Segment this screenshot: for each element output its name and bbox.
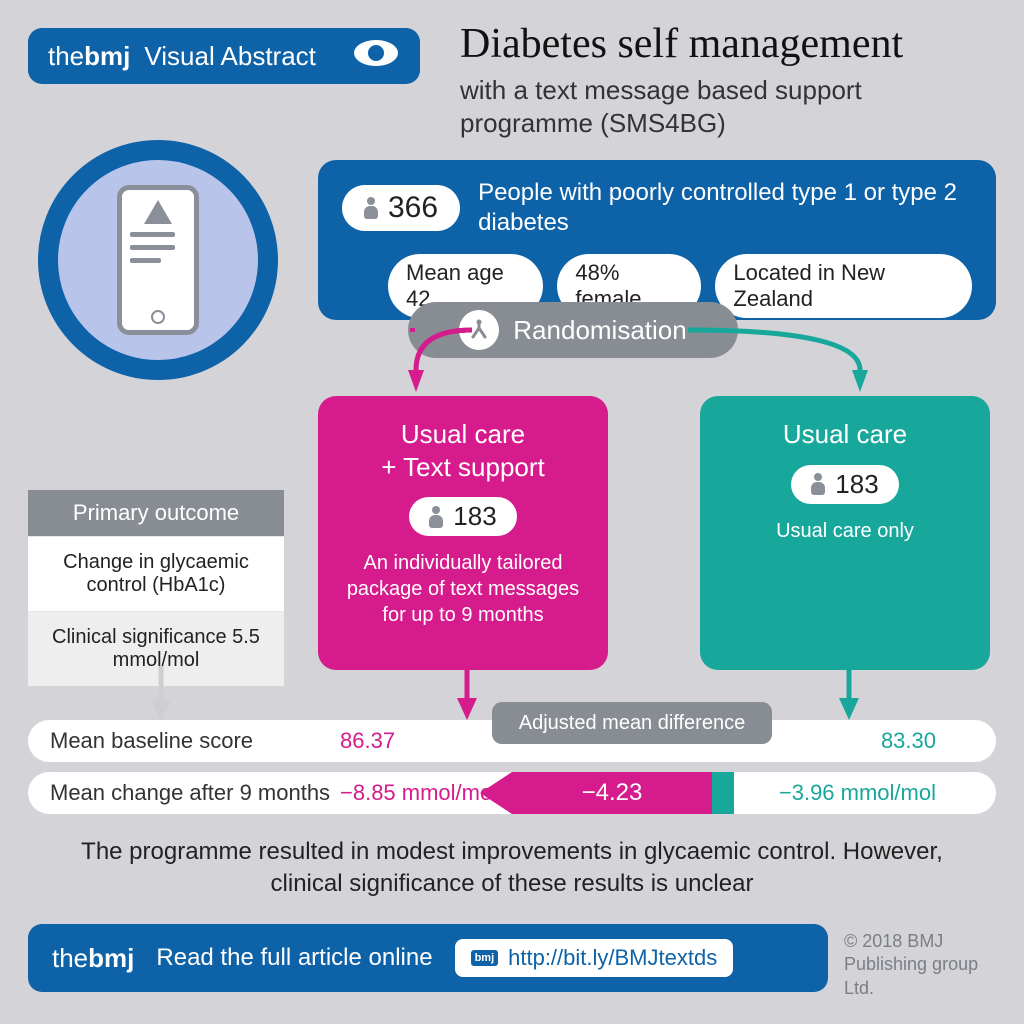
adjusted-mean-diff-label: Adjusted mean difference bbox=[492, 702, 772, 744]
arm-desc: Usual care only bbox=[720, 518, 970, 544]
arm-n: 183 bbox=[453, 501, 496, 532]
arm-title-line2: + Text support bbox=[381, 452, 545, 482]
arm-intervention: Usual care + Text support 183 An individ… bbox=[318, 396, 608, 670]
primary-outcome-box: Primary outcome Change in glycaemic cont… bbox=[28, 490, 284, 686]
bmj-mini-icon: bmj bbox=[471, 950, 499, 966]
population-desc: People with poorly controlled type 1 or … bbox=[478, 178, 972, 238]
arm-title: Usual care + Text support bbox=[338, 418, 588, 483]
arm-n-pill: 183 bbox=[791, 465, 898, 504]
visual-abstract-badge: thebmj Visual Abstract bbox=[28, 28, 420, 84]
result-label: Mean change after 9 months bbox=[50, 780, 340, 806]
population-n: 366 bbox=[388, 191, 438, 225]
population-box: 366 People with poorly controlled type 1… bbox=[318, 160, 996, 320]
person-icon bbox=[811, 473, 825, 495]
conclusion-text: The programme resulted in modest improve… bbox=[80, 836, 944, 901]
logo-the: the bbox=[52, 943, 88, 973]
primary-outcome-header: Primary outcome bbox=[28, 490, 284, 536]
arm-n: 183 bbox=[835, 469, 878, 500]
arm-control: Usual care 183 Usual care only bbox=[700, 396, 990, 670]
footer-bar: thebmj Read the full article online bmj … bbox=[28, 924, 828, 992]
adjusted-mean-diff-value: −4.23 bbox=[512, 772, 712, 814]
phone-illustration bbox=[38, 140, 278, 380]
copyright-text: © 2018 BMJ Publishing group Ltd. bbox=[844, 930, 1004, 1000]
arm-title-line1: Usual care bbox=[401, 419, 525, 449]
result-label: Mean baseline score bbox=[50, 728, 340, 754]
logo-bmj: bmj bbox=[88, 943, 134, 973]
arm-n-pill: 183 bbox=[409, 497, 516, 536]
bmj-logo: thebmj bbox=[52, 943, 134, 974]
person-icon bbox=[429, 506, 443, 528]
page-subtitle: with a text message based support progra… bbox=[460, 74, 1000, 139]
bmj-logo: thebmj bbox=[48, 41, 130, 72]
footer-cta: Read the full article online bbox=[156, 944, 432, 972]
primary-outcome-row: Change in glycaemic control (HbA1c) bbox=[28, 536, 284, 611]
page-title: Diabetes self management bbox=[460, 20, 1000, 68]
article-link[interactable]: bmj http://bit.ly/BMJtextds bbox=[455, 939, 734, 977]
arm-title: Usual care bbox=[720, 418, 970, 451]
logo-bmj: bmj bbox=[84, 41, 130, 71]
visual-abstract-label: Visual Abstract bbox=[144, 41, 316, 72]
phone-icon bbox=[117, 185, 199, 335]
arm-desc: An individually tailored package of text… bbox=[338, 550, 588, 628]
randomisation-label: Randomisation bbox=[513, 315, 686, 346]
article-url: http://bit.ly/BMJtextds bbox=[508, 945, 717, 971]
eye-icon bbox=[352, 38, 400, 75]
population-tag: Located in New Zealand bbox=[715, 254, 972, 318]
title-block: Diabetes self management with a text mes… bbox=[460, 20, 1000, 139]
population-n-pill: 366 bbox=[342, 185, 460, 231]
logo-the: the bbox=[48, 41, 84, 71]
person-icon bbox=[364, 197, 378, 219]
